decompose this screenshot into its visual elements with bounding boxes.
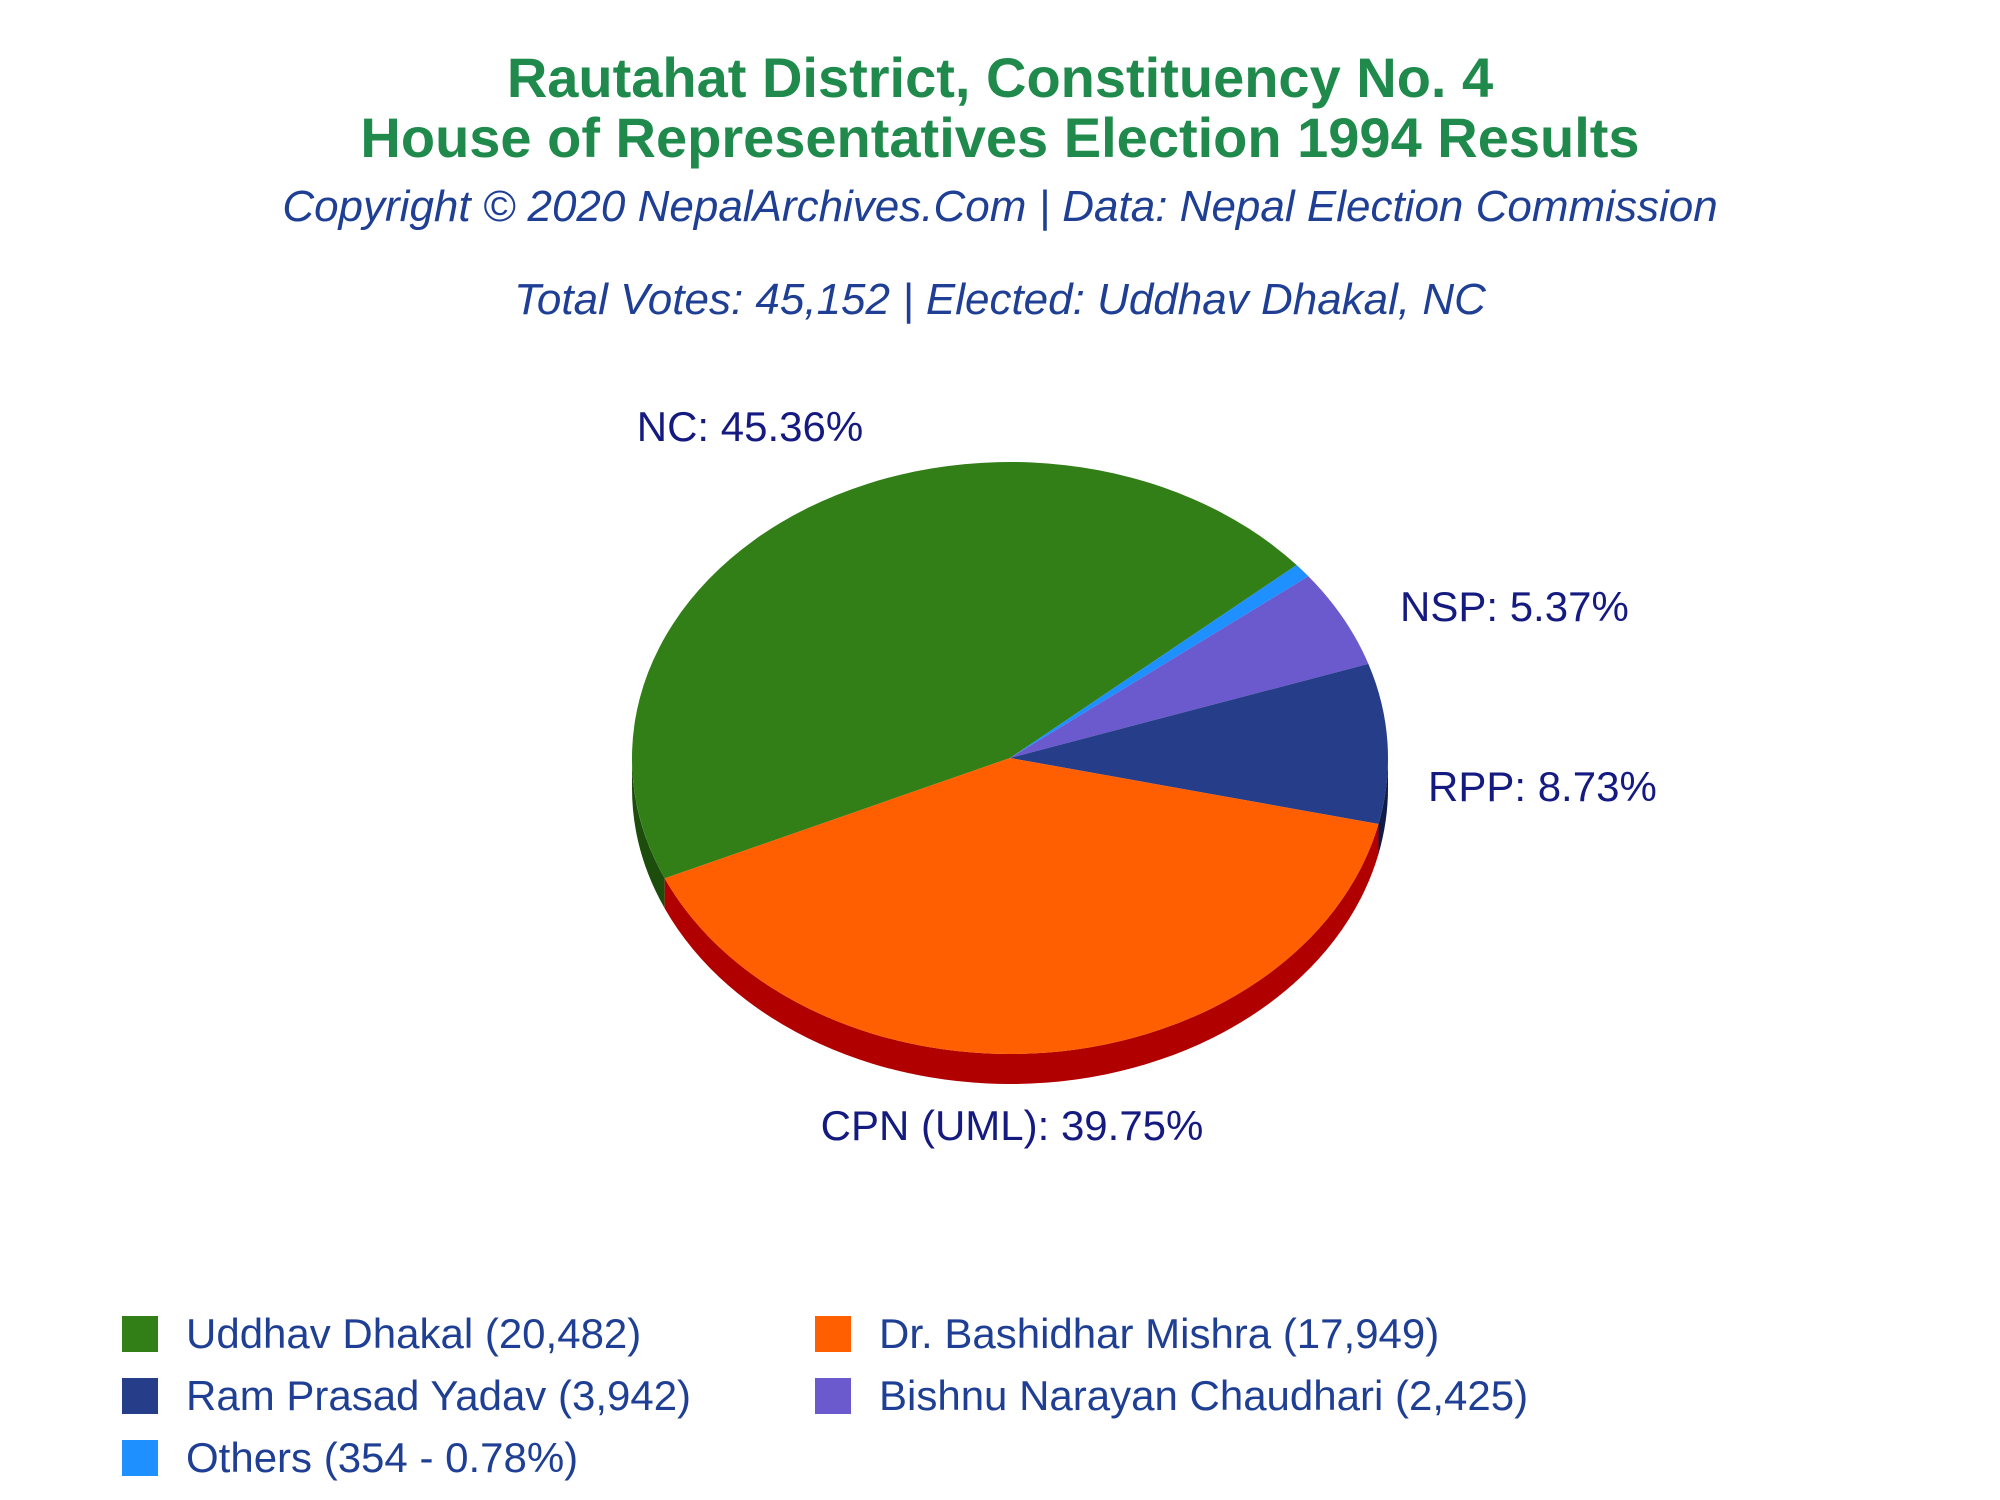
copyright-note: Copyright © 2020 NepalArchives.Com | Dat…: [282, 182, 1718, 231]
slice-label-nsp: NSP: 5.37%: [1400, 583, 1629, 630]
vote-summary: Total Votes: 45,152 | Elected: Uddhav Dh…: [514, 275, 1486, 324]
pie-slice-rpp: [1010, 663, 1388, 825]
pie-side-rpp: [1378, 758, 1388, 855]
slice-label-rpp: RPP: 8.73%: [1428, 763, 1657, 810]
pie-slice-cpn-uml: [664, 758, 1379, 1054]
pie-slice-others: [1010, 565, 1309, 758]
pie-sides: [632, 758, 1388, 1084]
pie-slice-nsp: [1010, 576, 1369, 758]
slice-label-nc: NC: 45.36%: [637, 403, 863, 450]
chart-title-line2: House of Representatives Election 1994 R…: [360, 106, 1640, 169]
pie-side-cpn-uml: [664, 824, 1379, 1084]
pie-side-nc: [632, 758, 665, 909]
chart-title-line1: Rautahat District, Constituency No. 4: [506, 46, 1494, 109]
pie-slice-nc: [632, 462, 1297, 879]
slice-label-cpn-uml: CPN (UML): 39.75%: [821, 1102, 1204, 1149]
